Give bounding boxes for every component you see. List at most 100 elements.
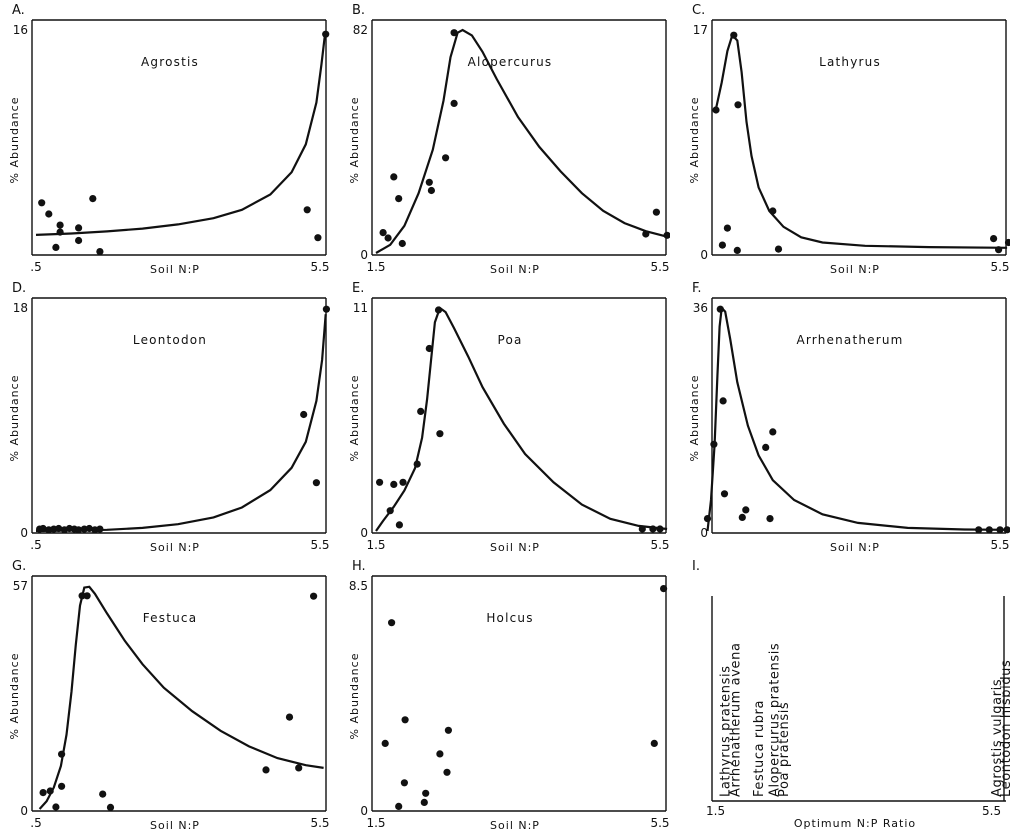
data-point — [312, 479, 320, 487]
species-label: Agrostis vulgaris — [990, 679, 1005, 797]
data-point — [742, 506, 750, 514]
data-point — [83, 592, 91, 600]
data-point — [322, 30, 330, 38]
data-point — [78, 592, 86, 600]
species-label: Festuca rubra — [752, 700, 767, 797]
data-point — [381, 739, 389, 747]
data-point — [769, 207, 777, 215]
chart-title: Festuca — [143, 611, 198, 625]
x-tick-label: 1.5 — [706, 804, 725, 818]
species-label: Arrhenatherum avena — [729, 642, 744, 797]
panel-label: C. — [692, 3, 705, 18]
x-tick-label: 5.5 — [650, 260, 669, 274]
x-tick-label: .5 — [30, 260, 41, 274]
data-point — [395, 521, 403, 529]
panel-label: H. — [352, 559, 366, 574]
data-point — [436, 750, 444, 758]
species-label: Alopercurus pratensis — [768, 643, 783, 797]
data-point — [425, 344, 433, 353]
chart-h: H. 8.5 01.5 5.5 Soil N:P % Abundance Holcus — [348, 559, 670, 831]
data-point — [38, 199, 46, 207]
data-point — [450, 99, 458, 107]
x-tick-label: 5.5 — [650, 816, 669, 830]
panel-i: I. 1.5 5.5 Optimum N:P Ratio Lathyrus praten… — [680, 556, 1010, 831]
panel-c: C. 17 0 5.5 Soil N:P % Abundance Lathyrus — [680, 0, 1010, 275]
y-tick-label: 0 — [20, 526, 28, 540]
data-point — [718, 241, 726, 249]
y-tick-label: 0 — [20, 804, 28, 818]
x-tick-label: 5.5 — [982, 804, 1001, 818]
fitted-curve — [714, 33, 1008, 249]
data-point — [106, 803, 115, 811]
data-point — [710, 440, 718, 448]
data-point — [39, 524, 47, 533]
data-point — [723, 224, 731, 232]
data-point — [390, 173, 398, 181]
y-tick-label: 11 — [353, 301, 368, 315]
x-tick-label: 1.5 — [366, 816, 385, 830]
y-tick-label: 82 — [353, 23, 368, 37]
data-point — [303, 206, 311, 214]
data-point — [425, 178, 433, 186]
y-tick-label: 18 — [13, 301, 28, 315]
data-point — [712, 106, 720, 114]
panel-h: H. 8.5 0 1.5 5.5 Soil N:P % Abundance Holcus — [340, 556, 670, 831]
data-point — [413, 460, 421, 468]
fitted-curve — [375, 28, 668, 254]
chart-title: Holcus — [486, 611, 533, 625]
x-tick-label: 5.5 — [990, 538, 1009, 552]
data-point — [719, 397, 727, 405]
data-point — [730, 31, 738, 39]
data-point — [427, 186, 435, 195]
y-tick-label: 0 — [360, 248, 368, 262]
data-point — [96, 248, 104, 256]
y-tick-label: 0 — [360, 804, 368, 818]
data-point — [434, 306, 443, 314]
data-point — [46, 787, 54, 795]
data-point — [703, 515, 712, 523]
data-point — [262, 766, 270, 774]
y-axis-label: % Abundance — [8, 375, 21, 462]
panel-label: B. — [352, 3, 365, 18]
data-point — [398, 239, 406, 248]
x-tick-label: 5.5 — [310, 538, 329, 552]
data-point — [422, 789, 430, 797]
chart-title: Poa — [497, 333, 522, 347]
data-point — [450, 29, 458, 37]
y-tick-label: 0 — [700, 248, 708, 262]
y-axis-label: % Abundance — [348, 653, 361, 740]
panel-label: D. — [12, 281, 26, 296]
panel-a: A. 16 .5 5.5 Soil N:P % Abundance Agrostis — [0, 0, 330, 275]
x-axis-label: Optimum N:P Ratio — [794, 817, 916, 830]
fitted-curve — [35, 34, 327, 236]
x-tick-label: 5.5 — [310, 816, 329, 830]
chart-d: D. 18 0.5 5.5 Soil N:P % Abundance Leontodon — [8, 281, 330, 553]
panel-label: I. — [692, 559, 700, 574]
chart-title: Arrhenatherum — [796, 333, 903, 347]
data-point — [300, 410, 308, 419]
chart-i: I. 1.5 5.5 Optimum N:P Ratio Lathyrus praten… — [692, 559, 1010, 830]
chart-f: F. 36 0 5.5 Soil N:P % Abundance Arrhenatherum — [688, 281, 1010, 553]
data-point — [1004, 238, 1010, 247]
x-tick-label: 5.5 — [650, 538, 669, 552]
x-tick-label: 5.5 — [990, 260, 1009, 274]
data-point — [638, 525, 646, 533]
data-point — [295, 764, 303, 772]
chart-g: G. 57 0.5 5.5 Soil N:P % Abundance Festuca — [8, 559, 330, 831]
y-tick-label: 57 — [13, 579, 28, 593]
data-point — [56, 221, 64, 229]
data-point — [395, 195, 403, 203]
chart-title: Lathyrus — [819, 55, 881, 69]
data-point — [400, 779, 408, 787]
data-point — [55, 524, 63, 533]
data-point — [774, 245, 783, 253]
data-point — [52, 803, 60, 811]
panel-d: D. 18 0.5 5.5 Soil N:P % Abundance Leontodon — [0, 278, 330, 553]
data-point — [401, 716, 409, 724]
data-point — [443, 768, 451, 776]
chart-title: Agrostis — [141, 55, 199, 69]
data-point — [75, 526, 83, 534]
x-tick-label: .5 — [30, 538, 41, 552]
x-axis-label: Soil N:P — [830, 263, 880, 275]
y-axis-label: % Abundance — [688, 375, 701, 462]
